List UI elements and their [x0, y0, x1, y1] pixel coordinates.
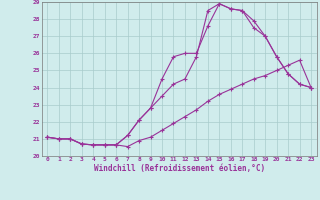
X-axis label: Windchill (Refroidissement éolien,°C): Windchill (Refroidissement éolien,°C) [94, 164, 265, 173]
